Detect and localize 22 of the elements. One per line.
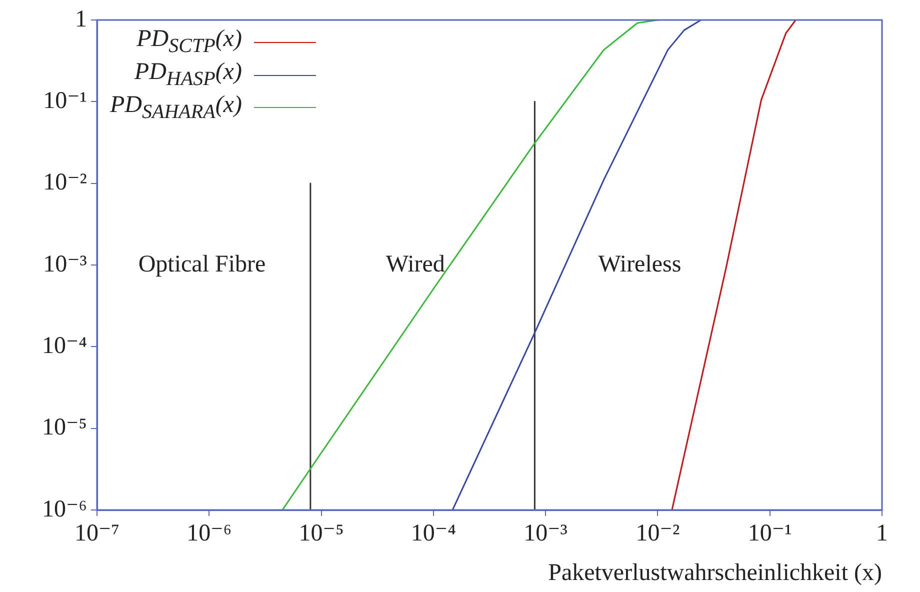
x-tick-label: 10⁻¹ — [748, 520, 792, 547]
annotation: Wireless — [598, 251, 682, 278]
y-tick-label: 10⁻⁵ — [42, 414, 87, 441]
x-tick-label: 10⁻⁵ — [298, 520, 344, 547]
y-tick-label: 10⁻⁴ — [42, 332, 87, 359]
x-tick-label: 10⁻³ — [524, 520, 568, 547]
y-tick-label: 10⁻³ — [43, 251, 87, 278]
x-axis-title: Paketverlustwahrscheinlichkeit (x) — [548, 560, 882, 586]
x-tick-label: 1 — [876, 520, 888, 547]
legend-label: PD$_{SAHARA}$(x) — [110, 92, 242, 124]
annotation: Optical Fibre — [138, 251, 266, 278]
legend-label: PD$_{HASP}$(x) — [134, 58, 242, 92]
x-tick-label: 10⁻⁶ — [186, 520, 232, 547]
y-tick-label: 10⁻⁶ — [42, 496, 87, 522]
x-tick-label: 10⁻⁴ — [410, 520, 456, 547]
x-tick-label: 10⁻² — [636, 520, 680, 547]
y-tick-label: 10⁻¹ — [43, 88, 87, 114]
y-tick-label: 10⁻² — [43, 170, 87, 196]
y-tick-label: 1 — [75, 6, 87, 32]
annotation: Wired — [386, 251, 445, 278]
legend-label: PD$_{SCTP}$(x) — [136, 26, 242, 59]
x-tick-label: 10⁻⁷ — [74, 520, 120, 547]
